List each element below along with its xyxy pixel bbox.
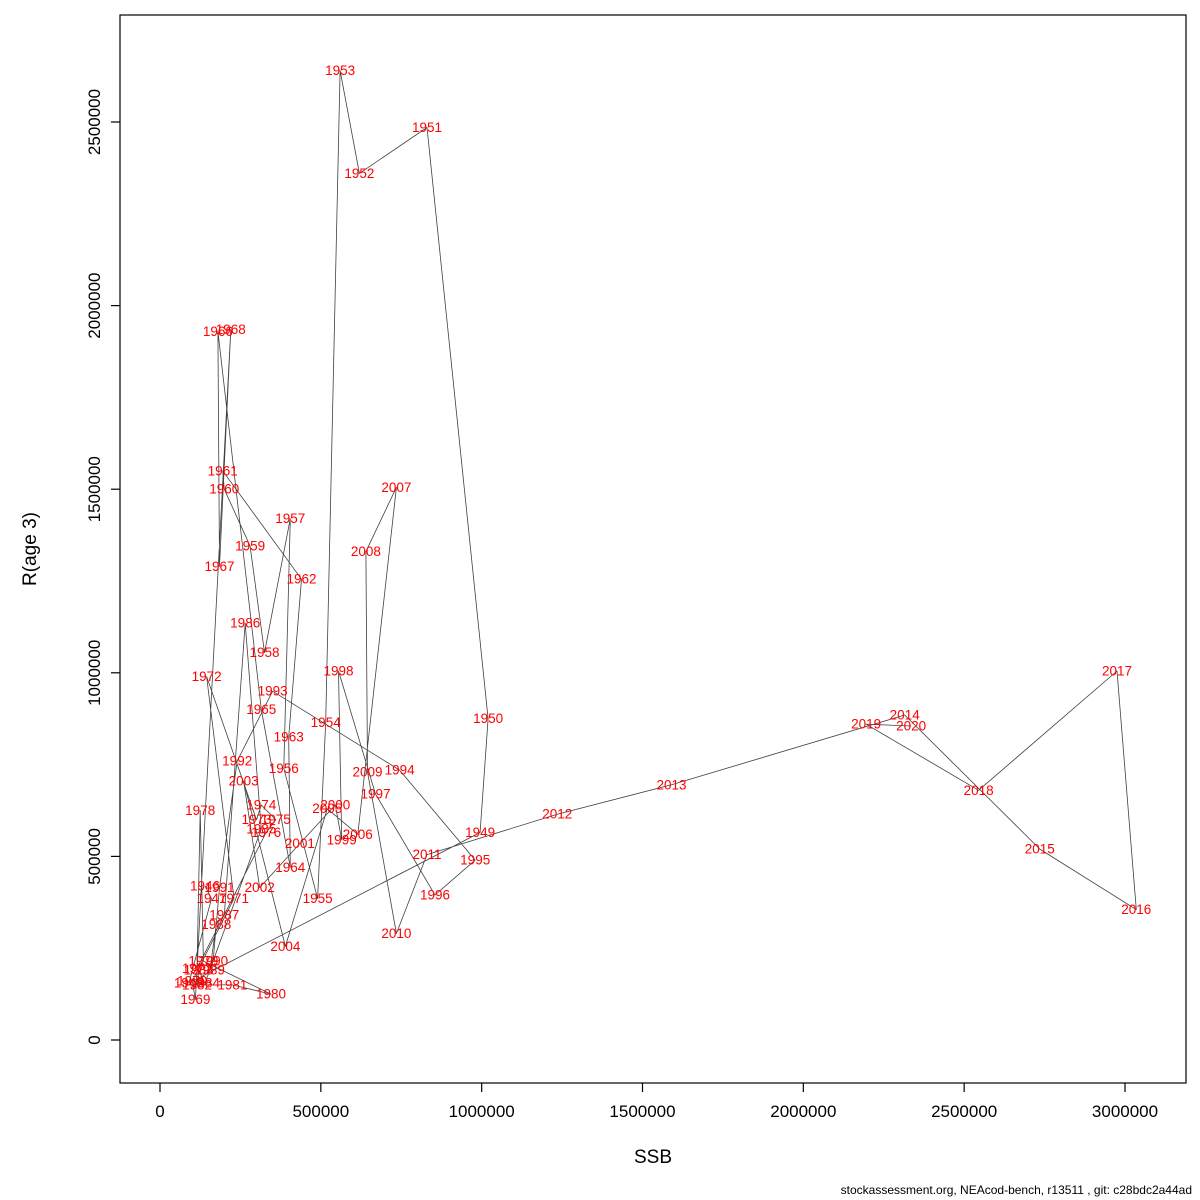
x-axis-tick-label: 2500000 — [931, 1102, 997, 1121]
year-label-2010: 2010 — [381, 926, 411, 941]
year-label-1996: 1996 — [420, 888, 450, 903]
year-label-1981: 1981 — [217, 977, 247, 992]
year-label-1990: 1990 — [198, 954, 228, 969]
x-axis-tick-label: 500000 — [292, 1102, 349, 1121]
year-label-1994: 1994 — [385, 763, 416, 778]
year-label-1958: 1958 — [249, 645, 279, 660]
year-label-2016: 2016 — [1121, 902, 1151, 917]
year-label-1999: 1999 — [327, 832, 357, 847]
year-label-1977: 1977 — [182, 961, 212, 976]
year-label-1985: 1985 — [246, 821, 276, 836]
year-label-2017: 2017 — [1102, 664, 1132, 679]
x-axis-tick-label: 2000000 — [770, 1102, 836, 1121]
year-label-1955: 1955 — [303, 891, 333, 906]
year-label-2004: 2004 — [270, 939, 301, 954]
x-axis-tick-label: 1500000 — [609, 1102, 675, 1121]
year-label-1960: 1960 — [209, 482, 239, 497]
year-label-1954: 1954 — [311, 715, 342, 730]
year-label-1992: 1992 — [222, 753, 252, 768]
year-label-1973: 1973 — [241, 812, 271, 827]
year-label-1964: 1964 — [275, 860, 306, 875]
y-axis-tick-label: 2500000 — [85, 89, 104, 155]
year-sequence-path — [188, 70, 1137, 1000]
year-label-1962: 1962 — [286, 572, 316, 587]
year-label-1976: 1976 — [251, 825, 281, 840]
year-label-1956: 1956 — [269, 761, 299, 776]
year-label-1986: 1986 — [230, 616, 260, 631]
year-label-1950: 1950 — [473, 711, 503, 726]
year-label-1972: 1972 — [192, 669, 222, 684]
year-label-1951: 1951 — [412, 120, 442, 135]
year-label-2020: 2020 — [896, 719, 926, 734]
x-axis-tick-label: 3000000 — [1092, 1102, 1158, 1121]
year-label-1984: 1984 — [190, 976, 221, 991]
year-label-1991: 1991 — [204, 880, 234, 895]
x-axis-title: SSB — [634, 1147, 672, 1168]
year-label-1983: 1983 — [184, 963, 214, 978]
year-label-1946: 1946 — [190, 878, 220, 893]
year-label-1974: 1974 — [246, 798, 277, 813]
year-label-1997: 1997 — [360, 787, 390, 802]
year-label-1968: 1968 — [216, 322, 246, 337]
year-label-1995: 1995 — [460, 853, 490, 868]
year-label-2013: 2013 — [656, 777, 686, 792]
y-axis-tick-label: 1500000 — [85, 456, 104, 522]
y-axis-tick-label: 0 — [85, 1035, 104, 1044]
year-label-2008: 2008 — [351, 544, 381, 559]
y-axis-tick-label: 500000 — [85, 828, 104, 885]
y-axis-tick-label: 1000000 — [85, 640, 104, 706]
x-axis-tick-label: 1000000 — [449, 1102, 515, 1121]
year-label-1970: 1970 — [177, 974, 207, 989]
plot-border — [119, 14, 1187, 1084]
footer-note: stockassessment.org, NEAcod-bench, r1351… — [840, 1183, 1192, 1197]
year-label-1979: 1979 — [188, 954, 218, 969]
year-label-1980: 1980 — [256, 987, 286, 1002]
year-label-1988: 1988 — [201, 917, 231, 932]
year-label-1998: 1998 — [323, 664, 353, 679]
year-label-2009: 2009 — [352, 764, 382, 779]
year-label-2001: 2001 — [285, 836, 315, 851]
year-label-2012: 2012 — [542, 807, 572, 822]
year-label-1975: 1975 — [261, 812, 291, 827]
year-label-1965: 1965 — [246, 702, 276, 717]
year-label-1966: 1966 — [203, 324, 233, 339]
year-label-1957: 1957 — [275, 511, 305, 526]
year-label-1961: 1961 — [208, 463, 238, 478]
year-label-2007: 2007 — [381, 480, 411, 495]
year-label-1959: 1959 — [235, 539, 265, 554]
y-axis-tick-label: 2000000 — [85, 273, 104, 339]
year-label-1963: 1963 — [274, 730, 304, 745]
y-axis-title: R(age 3) — [20, 512, 41, 586]
year-label-1993: 1993 — [258, 684, 288, 699]
year-label-1969: 1969 — [180, 992, 210, 1007]
year-label-2003: 2003 — [229, 774, 259, 789]
year-label-1978: 1978 — [185, 803, 215, 818]
year-label-1987: 1987 — [209, 908, 239, 923]
year-label-2018: 2018 — [964, 783, 994, 798]
year-label-1982: 1982 — [182, 977, 212, 992]
year-label-1952: 1952 — [344, 166, 374, 181]
year-label-1953: 1953 — [325, 63, 355, 78]
year-label-1967: 1967 — [204, 559, 234, 574]
year-label-2011: 2011 — [412, 847, 441, 862]
x-axis-tick-label: 0 — [155, 1102, 164, 1121]
year-label-1949: 1949 — [465, 825, 495, 840]
year-label-2000: 2000 — [320, 798, 350, 813]
year-label-1947: 1947 — [196, 891, 226, 906]
year-label-1989: 1989 — [195, 963, 225, 978]
year-label-2002: 2002 — [245, 880, 275, 895]
year-label-1948: 1948 — [174, 976, 204, 991]
year-label-2006: 2006 — [343, 827, 373, 842]
year-label-1971: 1971 — [219, 891, 249, 906]
year-label-2019: 2019 — [851, 717, 881, 732]
year-label-2015: 2015 — [1025, 842, 1055, 857]
year-label-2014: 2014 — [890, 708, 921, 723]
year-label-2005: 2005 — [312, 801, 342, 816]
